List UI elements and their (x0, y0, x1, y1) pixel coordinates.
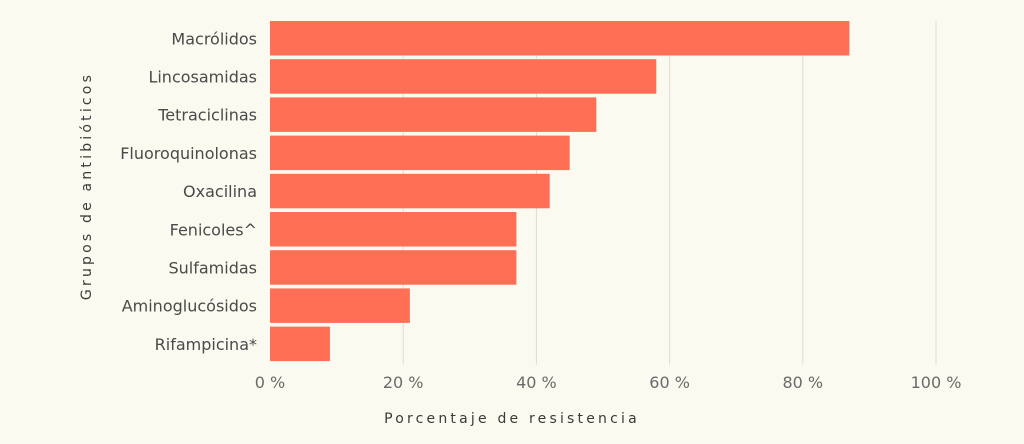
x-tick-label: 20 % (383, 373, 424, 392)
x-tick-label: 100 % (911, 373, 962, 392)
category-label: Sulfamidas (168, 258, 257, 277)
category-label: Fenicoles^ (170, 220, 257, 239)
category-labels: Macrólidos Lincosamidas Tetraciclinas Fluor… (120, 29, 257, 354)
bars (270, 21, 850, 362)
bar-0 (270, 21, 850, 56)
x-tick-labels: 0 % 20 % 40 % 60 % 80 % 100 % (255, 373, 962, 392)
bar-8 (270, 326, 330, 362)
category-label: Lincosamidas (148, 67, 257, 86)
y-axis-title: Grupos de antibióticos (79, 72, 95, 300)
category-label: Fluoroquinolonas (120, 144, 257, 163)
x-tick-label: 80 % (782, 373, 823, 392)
category-label: Tetraciclinas (157, 106, 257, 125)
bar-6 (270, 250, 517, 285)
x-tick-label: 60 % (649, 373, 690, 392)
bar-2 (270, 97, 597, 132)
category-label: Aminoglucósidos (122, 297, 257, 316)
x-tick-label: 40 % (516, 373, 557, 392)
x-tick-label: 0 % (255, 373, 285, 392)
x-axis-title: Porcentaje de resistencia (384, 411, 640, 427)
bar-5 (270, 212, 517, 247)
bar-4 (270, 173, 550, 209)
bar-3 (270, 135, 570, 171)
bar-7 (270, 288, 410, 323)
category-label: Rifampicina* (155, 335, 257, 354)
category-label: Oxacilina (183, 182, 257, 201)
category-label: Macrólidos (171, 29, 257, 48)
bar-1 (270, 59, 657, 94)
